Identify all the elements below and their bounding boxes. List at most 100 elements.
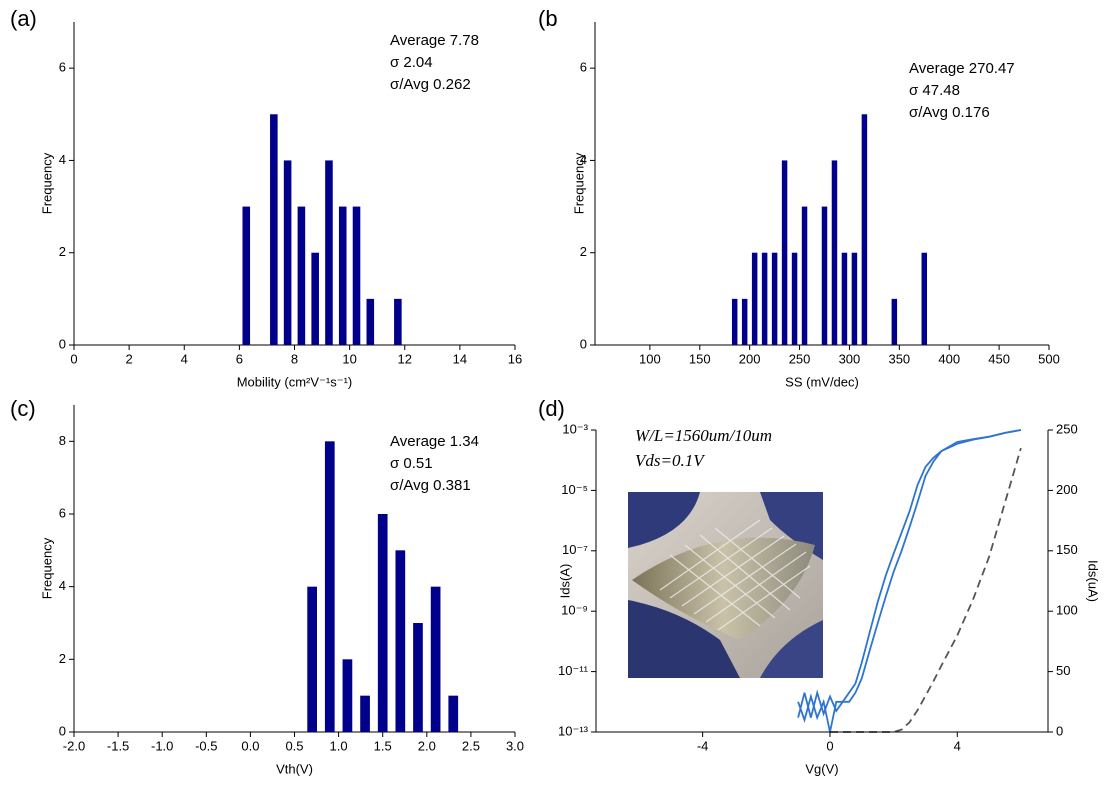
x-tick-label: 14 <box>453 351 467 366</box>
x-tick-label: 4 <box>954 738 961 753</box>
y-tick-label: 10⁻⁷ <box>562 542 588 557</box>
bar <box>311 252 319 345</box>
panel-label: (b <box>538 6 558 31</box>
x-tick-label: 500 <box>1038 351 1060 366</box>
y-axis-label: Frequency <box>39 152 54 214</box>
bar <box>297 206 306 345</box>
bar <box>352 206 361 345</box>
bar <box>430 586 441 732</box>
annotation: Vds=0.1V <box>635 451 706 470</box>
x-tick-label: -4 <box>697 738 709 753</box>
y-axis-label: Frequency <box>39 537 54 599</box>
annotation: σ/Avg 0.176 <box>909 104 990 121</box>
y-tick-label: 2 <box>59 244 66 259</box>
x-tick-label: 400 <box>938 351 960 366</box>
x-tick-label: 2 <box>126 351 133 366</box>
x-tick-label: 150 <box>689 351 711 366</box>
y2-tick-label: 100 <box>1056 603 1078 618</box>
bar <box>831 160 838 345</box>
bar <box>891 298 898 345</box>
x-tick-label: 12 <box>398 351 412 366</box>
x-tick-label: 16 <box>508 351 522 366</box>
bar <box>394 298 402 345</box>
x-tick-label: 2.5 <box>462 738 480 753</box>
bar <box>360 695 370 732</box>
x-tick-label: 1.5 <box>374 738 392 753</box>
y-tick-label: 6 <box>59 60 66 75</box>
y-tick-label: 10⁻¹³ <box>558 723 589 738</box>
bar <box>395 550 406 732</box>
y-axis-label: Ids(A) <box>557 564 572 599</box>
y2-tick-label: 50 <box>1056 663 1070 678</box>
bar <box>448 695 459 732</box>
line-series <box>830 447 1022 733</box>
annotation: σ 47.48 <box>909 82 960 99</box>
annotation: σ 2.04 <box>390 54 433 71</box>
annotation: Average 1.34 <box>390 433 479 450</box>
x-tick-label: -0.5 <box>195 738 217 753</box>
y-tick-label: 10⁻¹¹ <box>558 663 589 678</box>
y-tick-label: 4 <box>59 578 66 593</box>
bar <box>771 252 778 345</box>
y-tick-label: 4 <box>59 152 66 167</box>
annotation: σ/Avg 0.381 <box>390 477 471 494</box>
x-axis-label: Vg(V) <box>805 761 838 776</box>
bar <box>731 298 738 345</box>
y-axis-label: Frequency <box>571 152 586 214</box>
y2-tick-label: 150 <box>1056 542 1078 557</box>
x-tick-label: 450 <box>988 351 1010 366</box>
y-tick-label: 2 <box>59 651 66 666</box>
y-tick-label: 10⁻⁵ <box>561 482 588 497</box>
bar <box>270 114 278 346</box>
bar <box>751 252 758 345</box>
y2-tick-label: 200 <box>1056 482 1078 497</box>
x-axis-label: Vth(V) <box>276 761 313 776</box>
y2-tick-label: 250 <box>1056 421 1078 436</box>
x-tick-label: 6 <box>236 351 243 366</box>
y-tick-label: 0 <box>59 723 66 738</box>
x-tick-label: -1.0 <box>151 738 173 753</box>
x-tick-label: -1.5 <box>107 738 129 753</box>
x-tick-label: 2.0 <box>418 738 436 753</box>
x-axis-label: Mobility (cm²V⁻¹s⁻¹) <box>237 374 353 389</box>
inset-photo <box>628 492 823 678</box>
y2-axis-label: Ids(uA) <box>1086 560 1101 602</box>
x-tick-label: 3.0 <box>506 738 524 753</box>
y-tick-label: 6 <box>59 505 66 520</box>
x-tick-label: 10 <box>342 351 356 366</box>
x-tick-label: 250 <box>789 351 811 366</box>
bar <box>307 586 317 732</box>
bar <box>781 160 788 345</box>
bar <box>761 252 768 345</box>
y-tick-label: 0 <box>580 336 587 351</box>
annotation: σ 0.51 <box>390 455 433 472</box>
annotation: W/L=1560um/10um <box>635 426 772 445</box>
x-tick-label: 0 <box>826 738 833 753</box>
x-tick-label: 0.0 <box>241 738 259 753</box>
bar <box>791 252 798 345</box>
y-tick-label: 10⁻³ <box>562 421 588 436</box>
x-tick-label: 0.5 <box>285 738 303 753</box>
x-tick-label: 300 <box>839 351 861 366</box>
x-tick-label: 4 <box>181 351 188 366</box>
x-tick-label: 8 <box>291 351 298 366</box>
x-tick-label: 1.0 <box>330 738 348 753</box>
bar <box>242 206 251 345</box>
y-tick-label: 4 <box>580 152 587 167</box>
bar <box>377 514 388 732</box>
bar <box>741 298 748 345</box>
bar <box>821 206 828 345</box>
y2-tick-label: 0 <box>1056 723 1063 738</box>
x-tick-label: 100 <box>639 351 661 366</box>
bar <box>283 160 292 345</box>
bar <box>861 114 868 346</box>
x-tick-label: 0 <box>70 351 77 366</box>
bar <box>342 659 353 732</box>
panel-label: (a) <box>10 6 37 31</box>
y-tick-label: 2 <box>580 244 587 259</box>
annotation: Average 7.78 <box>390 32 479 49</box>
bar <box>801 206 808 345</box>
bar <box>851 252 858 345</box>
bar <box>921 252 928 345</box>
